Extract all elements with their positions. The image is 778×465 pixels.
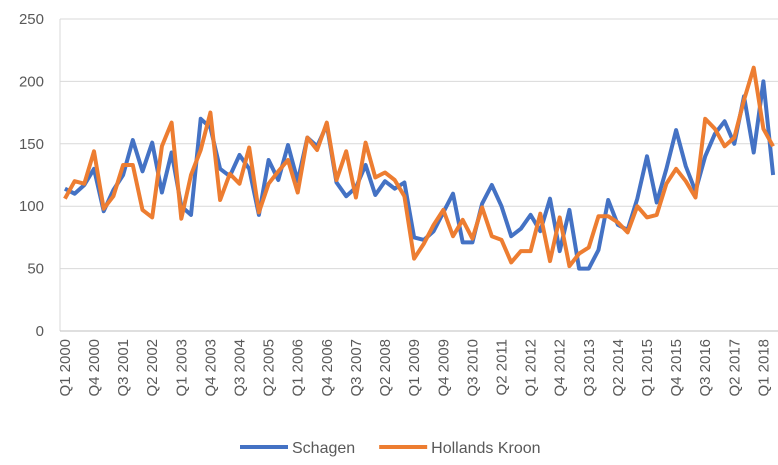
legend-label: Hollands Kroon bbox=[431, 440, 540, 457]
x-tick-label: Q2 2002 bbox=[144, 339, 161, 397]
x-tick-label: Q4 2003 bbox=[202, 339, 219, 397]
x-tick-label: Q4 2006 bbox=[319, 339, 336, 397]
series-line bbox=[63, 79, 776, 271]
y-tick-label: 50 bbox=[27, 261, 44, 278]
x-tick-label: Q1 2003 bbox=[173, 339, 190, 397]
legend-label: Schagen bbox=[292, 440, 355, 457]
x-tick-label: Q3 2016 bbox=[697, 339, 714, 397]
x-tick-label: Q1 2006 bbox=[290, 339, 307, 397]
x-tick-label: Q1 2012 bbox=[523, 339, 540, 397]
y-tick-label: 150 bbox=[19, 136, 44, 153]
x-tick-label: Q2 2011 bbox=[493, 339, 510, 395]
x-tick-label: Q3 2013 bbox=[581, 339, 598, 397]
y-tick-label: 250 bbox=[19, 11, 44, 28]
x-tick-label: Q2 2014 bbox=[610, 339, 627, 397]
x-tick-label: Q1 2000 bbox=[57, 339, 74, 397]
x-tick-label: Q3 2010 bbox=[464, 339, 481, 397]
x-tick-label: Q4 2015 bbox=[668, 339, 685, 397]
x-tick-label: Q3 2004 bbox=[232, 339, 249, 397]
series-line bbox=[63, 65, 775, 269]
x-tick-label: Q3 2001 bbox=[115, 339, 132, 397]
x-tick-label: Q1 2018 bbox=[755, 339, 772, 397]
y-tick-label: 0 bbox=[36, 323, 44, 340]
y-tick-label: 100 bbox=[19, 198, 44, 215]
y-tick-label: 200 bbox=[19, 73, 44, 90]
x-tick-label: Q2 2017 bbox=[726, 339, 743, 397]
x-tick-label: Q1 2009 bbox=[406, 339, 423, 397]
x-tick-label: Q4 2000 bbox=[86, 339, 103, 397]
x-tick-label: Q3 2007 bbox=[348, 339, 365, 397]
x-tick-label: Q2 2005 bbox=[261, 339, 278, 397]
x-tick-label: Q2 2008 bbox=[377, 339, 394, 397]
x-tick-label: Q4 2012 bbox=[552, 339, 569, 397]
x-tick-label: Q1 2015 bbox=[639, 339, 656, 397]
x-tick-label: Q4 2009 bbox=[435, 339, 452, 397]
